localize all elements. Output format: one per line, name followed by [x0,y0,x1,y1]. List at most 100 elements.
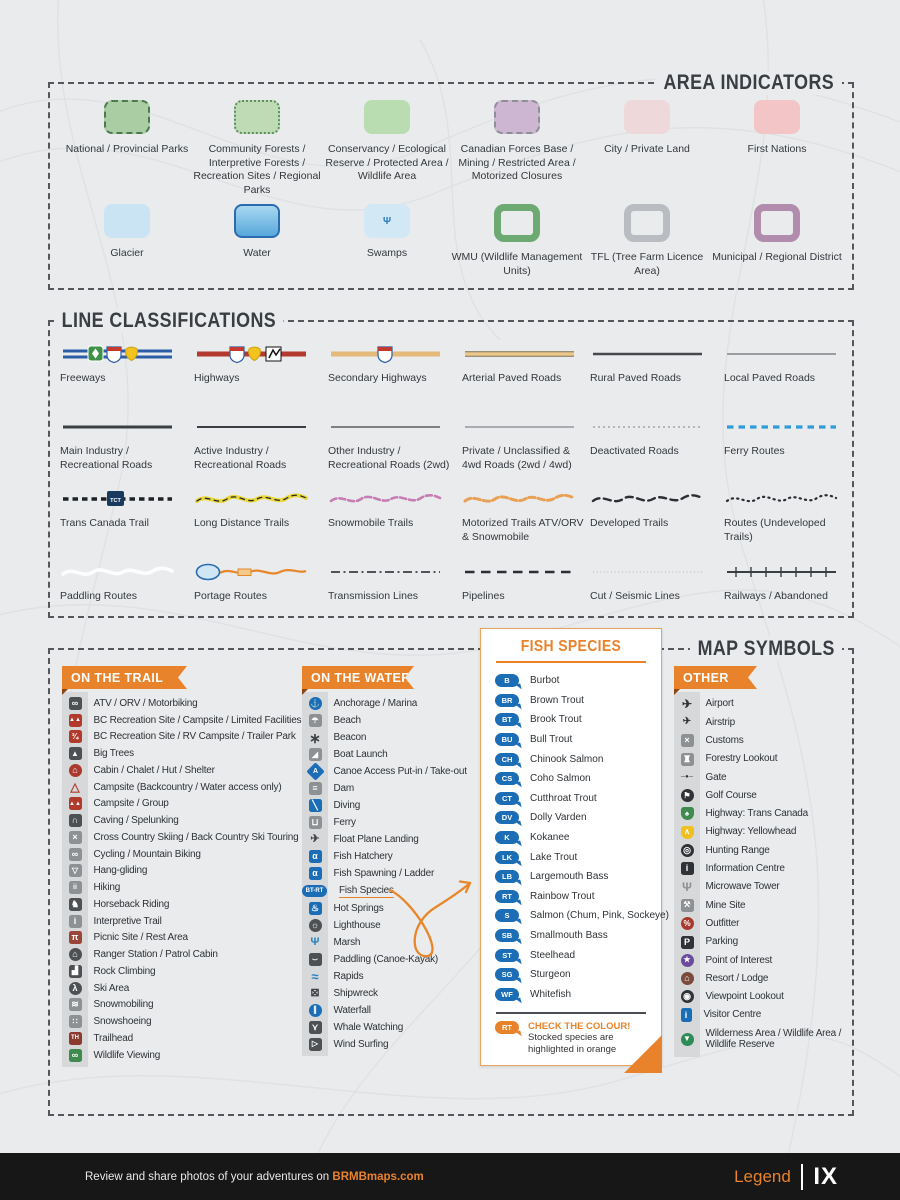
forestry-lookout-icon: ♜ [680,752,694,766]
symbol-label: Hiking [93,882,121,894]
fish-item-steelhead: ST Steelhead [495,945,661,965]
fish-spawning-ladder-icon: α [308,867,322,881]
fish-item-largemouth-bass: LB Largemouth Bass [495,867,661,887]
bc-recreation-site-campsite-limited-facilities-icon: ▲▲ [68,713,82,727]
svg-text:TCT: TCT [110,498,121,504]
tct-line-sample: TCT [63,491,172,506]
symbol-label: Canoe Access Put-in / Take-out [333,766,468,778]
symbol-label: Wildlife Viewing [93,1049,161,1061]
area-label: National / Provincial Parks [65,143,189,155]
on-the-water-ribbon: ON THE WATER [302,666,414,689]
symbol-item-resort-lodge: ⌂ Resort / Lodge [674,969,874,987]
symbol-label: Fish Spawning / Ladder [333,868,435,880]
fish-label: Whitefish [530,988,572,1000]
area-item-first-nations: First Nations [712,100,842,157]
other_industry-line-sample [331,426,440,428]
fish-code-pill: WF [495,987,519,1001]
line-label: Paddling Routes [60,590,138,602]
line-label: Ferry Routes [724,445,785,457]
area-swatch [104,100,150,134]
fish-item-cutthroat-trout: CT Cutthroat Trout [495,789,661,809]
line-label: Transmission Lines [328,590,419,602]
rural-line-sample [593,352,702,356]
hiking-icon: ii [68,881,82,895]
symbol-item-boat-launch: ◢ Boat Launch [302,746,467,763]
developed-line-sample [591,494,704,503]
symbol-label: Resort / Lodge [705,972,769,984]
symbol-label: Marsh [333,936,361,948]
fish-code-pill: CH [495,752,519,766]
bc-recreation-site-rv-campsite-trailer-park-icon: ¾ [68,730,82,744]
area-item-water: Water [192,204,322,261]
symbol-item-microwave-tower: Ψ Microwave Tower [674,878,874,896]
symbol-label: BC Recreation Site / RV Campsite / Trail… [93,731,296,743]
line-label: Long Distance Trails [194,517,290,529]
marsh-icon: Ψ [310,935,320,948]
fish-item-smallmouth-bass: SB Smallmouth Bass [495,926,661,946]
symbol-item-campsite-group: ▲▲ Campsite / Group [62,796,301,813]
wind-surfing-icon: ▷ [308,1037,322,1051]
highway-trans-canada-icon: ♠ [680,807,694,821]
ribbon-fold [302,689,308,695]
campsite-group-icon: ▲▲ [68,797,82,811]
active_industry-line-sample [197,426,306,428]
symbol-label: Waterfall [333,1004,371,1016]
line-item-secondary-highways: Secondary Highways [328,344,454,386]
fish-item-burbot: B Burbot [495,671,661,691]
symbol-label: Float Plane Landing [333,834,419,846]
symbol-item-big-trees: ▲ Big Trees [62,745,301,762]
fish-note-line2: highlighted in orange [528,1043,617,1055]
viewpoint-lookout-icon: ◉ [680,990,694,1004]
area-swatch [624,100,670,134]
fish-code-pill: BU [495,733,519,747]
cut_seismic-line-sample [593,571,702,573]
symbol-item-wilderness-area-wildlife-area-wildlife-reserve: ▼ Wilderness Area / Wildlife Area / Wildl… [674,1024,874,1054]
symbol-label: Anchorage / Marina [333,698,418,710]
fish-item-kokanee: K Kokanee [495,828,661,848]
line-label: Local Paved Roads [724,372,816,384]
line-item-private-unclassified-4wd-roads-2wd-4wd: Private / Unclassified & 4wd Roads (2wd … [462,417,588,472]
fish-label: Steelhead [530,949,576,961]
area-item-city-private-land: City / Private Land [582,100,712,157]
symbol-item-bc-recreation-site-campsite-limited-facilities: ▲▲ BC Recreation Site / Campsite / Limite… [62,712,302,729]
line-item-cut-seismic-lines: Cut / Seismic Lines [590,562,716,604]
brand-link[interactable]: BRMBmaps.com [332,1170,424,1183]
symbol-item-fish-spawning-ladder: α Fish Spawning / Ladder [302,865,467,882]
symbol-label: Cycling / Mountain Biking [93,848,201,860]
symbol-item-horseback-riding: ♞ Horseback Riding [62,896,301,913]
area-swatch [364,100,410,134]
fish-item-dolly-varden: DV Dolly Varden [495,808,661,828]
symbol-label: Ferry [333,817,357,829]
line-label: Private / Unclassified & 4wd Roads (2wd … [462,445,572,471]
fish-code-pill: LB [495,870,519,884]
boat-launch-icon: ◢ [308,748,322,762]
fish-code-pill: DV [495,811,519,825]
symbol-item-picnic-site-rest-area: π Picnic Site / Rest Area [62,930,301,947]
area-label: City / Private Land [604,143,690,155]
symbol-label: Golf Course [705,789,757,801]
atv-orv-motorbiking-icon: ∞ [68,696,82,710]
symbol-label: Parking [705,936,739,948]
symbol-item-viewpoint-lookout: ◉ Viewpoint Lookout [674,988,874,1006]
symbol-label: Rock Climbing [93,965,156,977]
hunting-range-icon: ◎ [680,844,694,858]
fish-item-chinook-salmon: CH Chinook Salmon [495,749,661,769]
fish-species-arrow [388,880,472,958]
symbol-label: Snowshoeing [93,1016,152,1028]
line-item-paddling-routes: Paddling Routes [60,562,186,604]
area-label: First Nations [747,143,807,155]
fish-item-bull-trout: BU Bull Trout [495,730,661,750]
fish-label: Dolly Varden [530,812,587,824]
fish-label: Brown Trout [530,694,584,706]
symbol-item-rapids: ≈ Rapids [302,968,467,985]
symbol-item-forestry-lookout: ♜ Forestry Lookout [674,750,874,768]
golf-course-icon: ⚑ [680,789,694,803]
line-item-portage-routes: Portage Routes [194,562,320,604]
line-label: Railways / Abandoned [724,590,828,602]
deactivated-line-sample [593,426,702,428]
symbol-item-gate: ─●─ Gate [674,768,874,786]
symbol-label: Boat Launch [333,749,388,761]
symbol-label: Visitor Centre [703,1009,762,1021]
area-indicators-title: AREA INDICATORS [656,71,842,95]
footer-divider [800,1163,804,1190]
